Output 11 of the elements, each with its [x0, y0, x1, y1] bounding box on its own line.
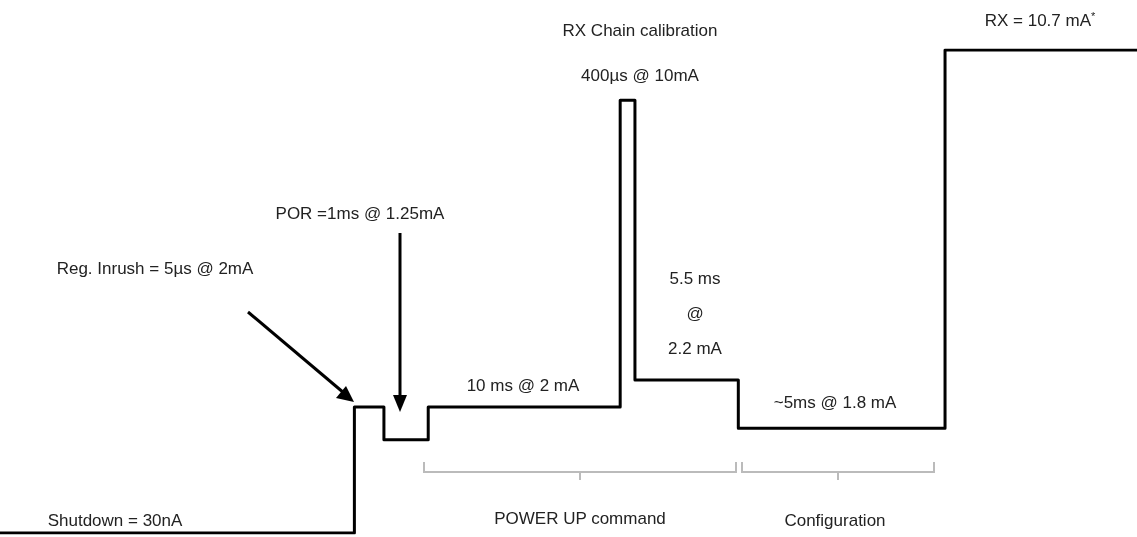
annotation: Shutdown = 30nA	[47, 510, 183, 530]
annotation: POWER UP command	[494, 508, 666, 528]
annotation: ~5ms @ 1.8 mA	[773, 392, 897, 412]
annotation: 5.5 ms @ 2.2 mA	[668, 268, 723, 358]
annotation: POR =1ms @ 1.25mA	[275, 203, 446, 223]
text: RX Chain calibration	[562, 20, 718, 40]
annotation: 10 ms @ 2 mA	[466, 375, 580, 395]
text: RX = 10.7 mA*	[984, 10, 1097, 30]
annotation: Reg. Inrush = 5µs @ 2mA	[56, 258, 254, 278]
annotation: Configuration	[784, 510, 886, 530]
annotation: 400µs @ 10mA	[581, 65, 700, 85]
